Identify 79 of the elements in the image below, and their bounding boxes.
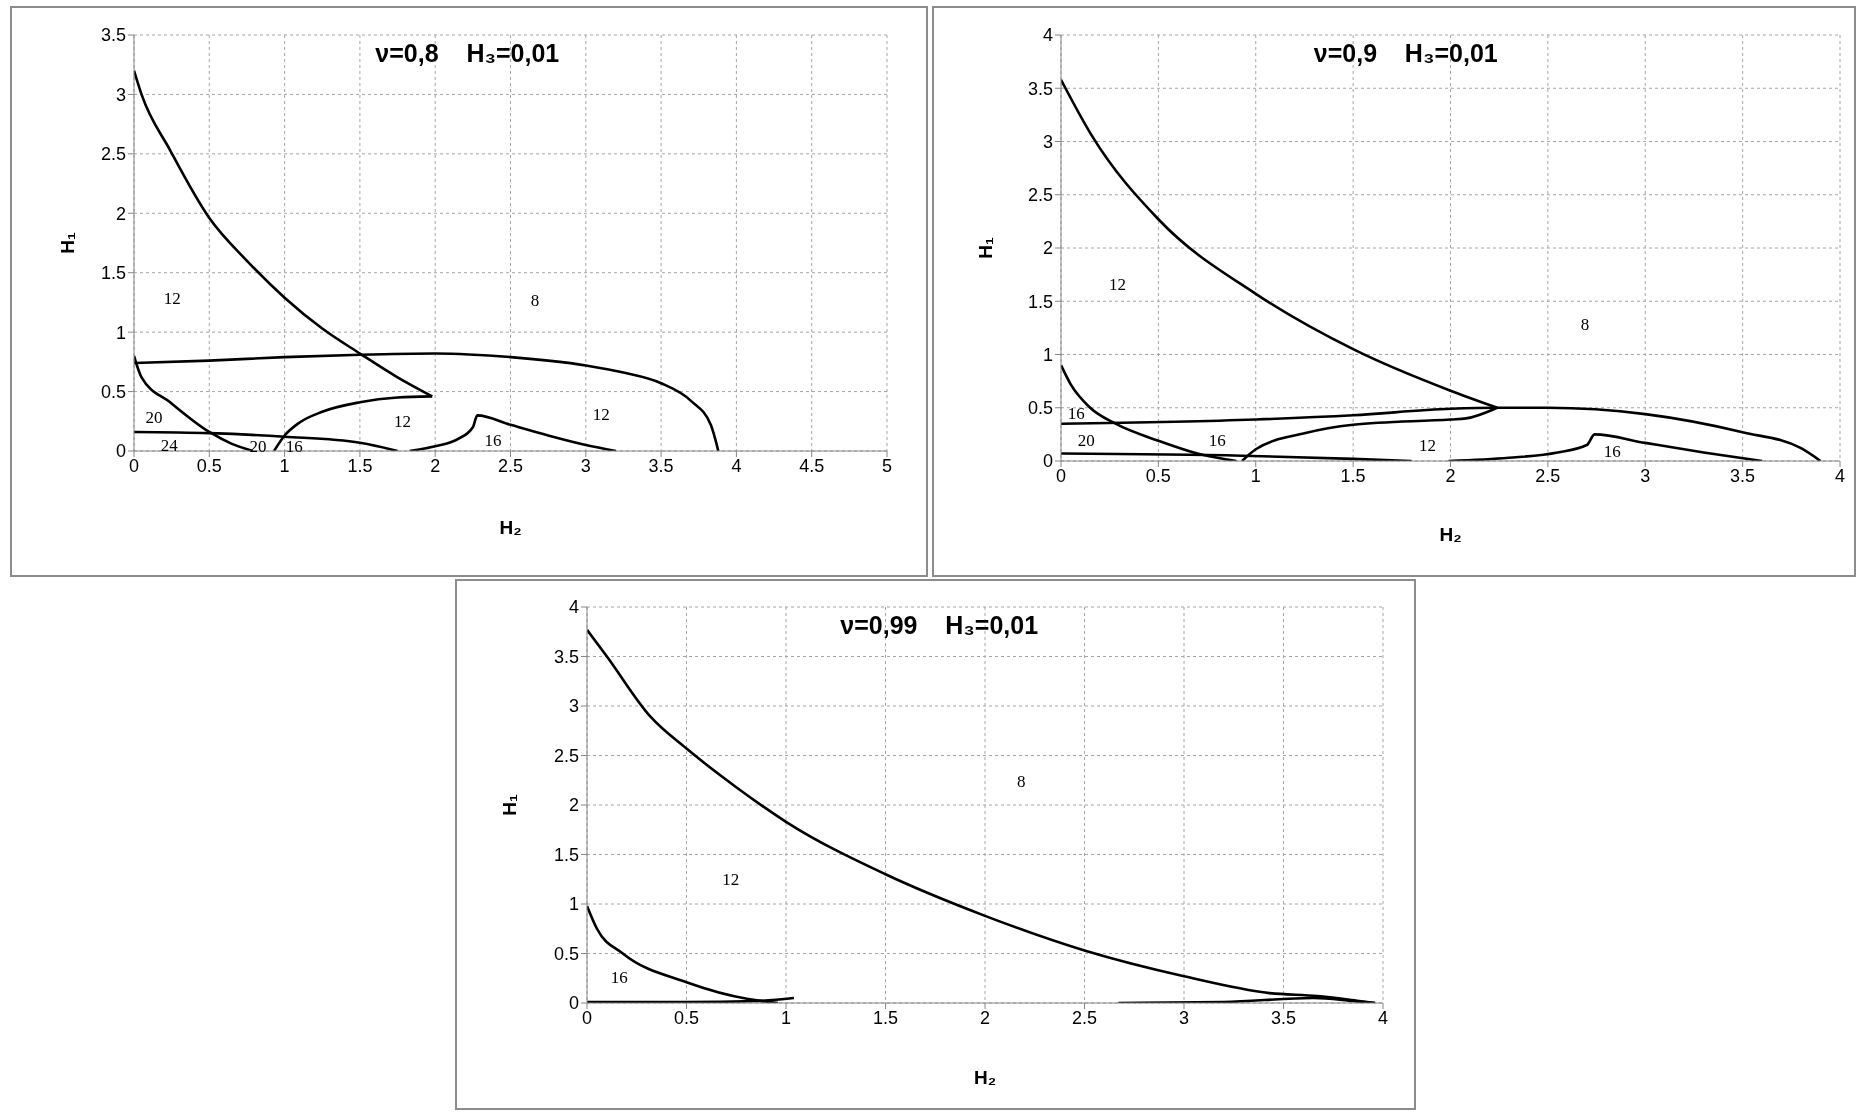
y-tick-label: 1 [115,322,126,343]
x-tick-label: 4.5 [799,455,825,476]
annotation: 20 [248,436,268,459]
annotation: 8 [1015,771,1027,794]
x-tick-label: 1 [780,1007,792,1028]
x-tick-label: 0 [581,1007,593,1028]
x-tick-label: 1 [1250,465,1261,486]
x-tick-label: 1.5 [872,1007,899,1028]
annotation: 12 [1108,274,1127,297]
x-tick-label: 0.5 [1145,465,1171,486]
y-tick-label: 1.5 [100,263,126,284]
y-tick-label: 1 [1042,344,1053,365]
annotation: 24 [159,434,179,457]
annotation: 8 [529,289,541,312]
y-tick-label: 2.5 [553,745,579,766]
x-tick-label: 1.5 [347,455,373,476]
annotation: 20 [144,407,164,430]
x-tick-label: 2 [430,455,441,476]
annotation: 16 [1207,429,1227,452]
x-axis-title: H₂ [973,1067,997,1089]
y-tick-label: 2 [568,795,579,816]
y-tick-label: 0 [115,441,126,462]
annotation: 16 [483,429,503,452]
annotation: 20 [1076,429,1096,452]
x-tick-label: 3.5 [1730,465,1756,486]
chart-title: ν=0,8 H₃=0,01 [374,39,561,68]
annotation: 16 [609,967,629,990]
x-tick-label: 2.5 [1535,465,1561,486]
x-tick-label: 3.5 [648,455,674,476]
y-tick-label: 0.5 [1027,398,1053,419]
annotation: 12 [162,287,182,310]
y-tick-label: 0.5 [553,943,579,964]
x-axis-title: H₂ [499,517,522,539]
y-tick-label: 3.5 [553,646,579,667]
y-tick-label: 2 [115,203,126,224]
y-axis-title: H₁ [56,232,78,254]
y-tick-label: 2.5 [1027,185,1053,206]
x-tick-label: 3 [1178,1007,1190,1028]
y-tick-label: 1 [568,894,579,915]
x-tick-label: 3.5 [1270,1007,1297,1028]
y-tick-label: 3 [1042,131,1053,152]
y-tick-label: 4 [568,597,579,618]
chart-title: ν=0,99 H₃=0,01 [839,611,1040,640]
x-tick-label: 1.5 [1340,465,1366,486]
x-tick-label: 4 [1377,1007,1389,1028]
y-tick-label: 2 [1042,238,1053,259]
x-tick-label: 2 [979,1007,991,1028]
x-axis-title: H₂ [1439,524,1462,546]
y-tick-label: 3 [568,696,579,717]
annotation: 12 [1418,434,1438,457]
x-tick-label: 4 [1834,465,1846,486]
y-tick-label: 3.5 [100,25,126,46]
x-tick-label: 5 [881,455,893,476]
y-tick-label: 4 [1042,25,1053,46]
annotation: 16 [1602,441,1622,464]
x-tick-label: 0 [128,455,140,476]
y-tick-label: 3.5 [1027,78,1053,99]
y-axis-title: H₁ [974,237,996,259]
x-tick-label: 2 [1445,465,1456,486]
x-tick-label: 0.5 [673,1007,700,1028]
x-tick-label: 2.5 [1071,1007,1098,1028]
y-tick-label: 1.5 [1027,291,1053,312]
x-tick-label: 0.5 [196,455,222,476]
x-tick-label: 4 [731,455,742,476]
x-tick-label: 3 [1640,465,1651,486]
chart-title: ν=0,9 H₃=0,01 [1312,39,1499,68]
annotation: 12 [591,404,611,427]
x-tick-label: 0 [1055,465,1067,486]
y-tick-label: 0 [568,993,579,1014]
annotation: 16 [1066,403,1086,425]
y-tick-label: 3 [115,84,126,105]
y-axis-title: H₁ [498,794,520,816]
y-tick-label: 0.5 [100,381,126,402]
y-tick-label: 1.5 [553,844,579,865]
y-tick-label: 2.5 [100,144,126,165]
annotation: 12 [393,411,413,434]
annotation: 12 [721,869,741,892]
x-tick-label: 2.5 [497,455,524,476]
annotation: 8 [1579,313,1591,336]
